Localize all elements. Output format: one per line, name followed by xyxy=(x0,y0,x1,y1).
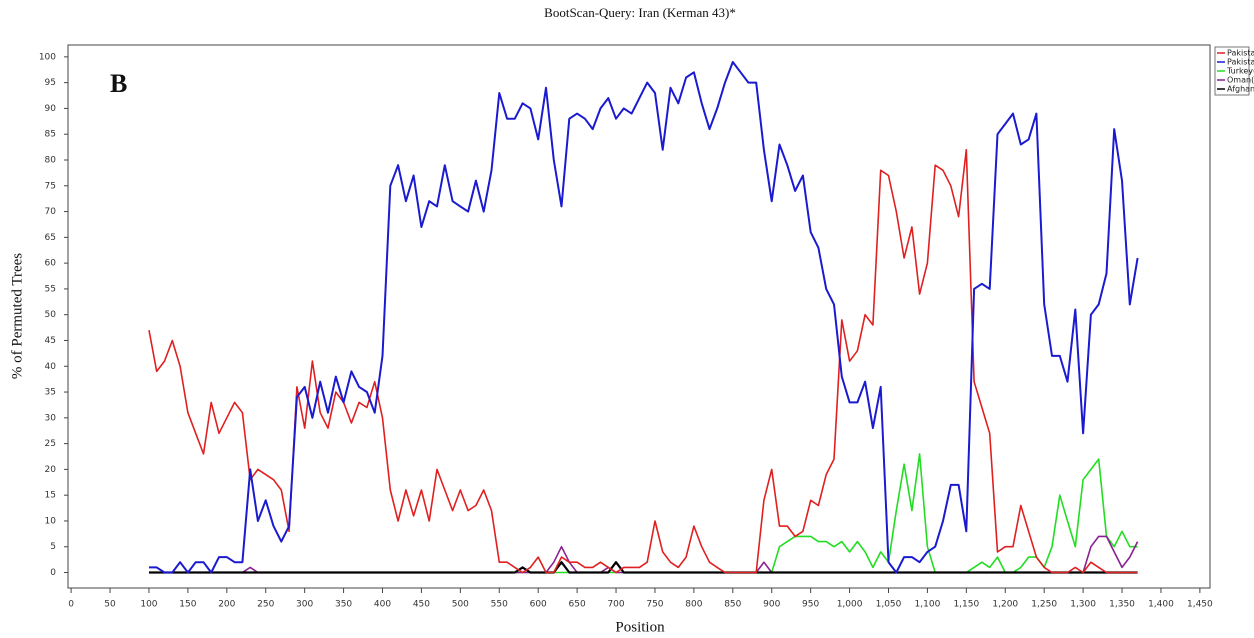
y-tick-label: 60 xyxy=(45,259,57,269)
x-tick-label: 700 xyxy=(607,600,624,610)
y-tick-label: 55 xyxy=(45,284,56,294)
x-tick-label: 650 xyxy=(569,600,586,610)
y-tick-label: 5 xyxy=(50,542,56,552)
x-tick-label: 750 xyxy=(646,600,663,610)
y-tick-label: 95 xyxy=(45,78,56,88)
x-tick-label: 1,300 xyxy=(1070,600,1096,610)
x-tick-label: 900 xyxy=(763,600,780,610)
x-tick-label: 300 xyxy=(296,600,313,610)
y-tick-label: 10 xyxy=(45,516,57,526)
y-tick-label: 90 xyxy=(45,104,57,114)
x-tick-label: 250 xyxy=(257,600,274,610)
x-axis-label: Position xyxy=(615,619,665,635)
x-tick-label: 500 xyxy=(452,600,469,610)
series-line xyxy=(149,61,1139,574)
x-tick-label: 0 xyxy=(68,600,74,610)
x-tick-label: 600 xyxy=(530,600,547,610)
x-tick-label: 100 xyxy=(140,600,157,610)
y-tick-label: 100 xyxy=(39,52,56,62)
y-tick-label: 50 xyxy=(45,310,57,320)
x-tick-label: 850 xyxy=(724,600,741,610)
x-tick-label: 950 xyxy=(802,600,819,610)
series-line xyxy=(148,148,1138,574)
y-tick-label: 85 xyxy=(45,130,56,140)
x-tick-label: 1,000 xyxy=(837,600,863,610)
x-tick-label: 150 xyxy=(179,600,196,610)
legend-label: Pakistan(Vafin) xyxy=(1227,49,1254,58)
x-tick-label: 450 xyxy=(413,600,430,610)
y-tick-label: 0 xyxy=(50,568,56,578)
x-tick-label: 50 xyxy=(104,600,116,610)
x-tick-label: 1,200 xyxy=(992,600,1018,610)
legend-label: Afghanistan(ex xyxy=(1227,85,1254,94)
panel-label: B xyxy=(110,69,127,98)
y-tick-label: 40 xyxy=(45,362,57,372)
x-tick-label: 200 xyxy=(218,600,235,610)
y-tick-label: 25 xyxy=(45,439,56,449)
series-line xyxy=(149,561,1138,574)
x-tick-label: 550 xyxy=(491,600,508,610)
y-tick-label: 15 xyxy=(45,491,56,501)
legend-label: Pakistan(SR3) xyxy=(1227,58,1254,67)
y-tick-label: 75 xyxy=(45,181,56,191)
x-tick-label: 1,400 xyxy=(1148,600,1174,610)
y-tick-label: 70 xyxy=(45,207,57,217)
y-tick-label: 80 xyxy=(45,155,57,165)
y-axis-label: % of Permuted Trees xyxy=(9,253,25,379)
x-tick-label: 1,250 xyxy=(1031,600,1057,610)
y-tick-label: 20 xyxy=(45,465,57,475)
y-tick-label: 35 xyxy=(45,388,56,398)
y-tick-label: 30 xyxy=(45,413,57,423)
x-tick-label: 400 xyxy=(374,600,391,610)
x-tick-label: 1,150 xyxy=(953,600,979,610)
legend-label: Turkey(Kalk06) xyxy=(1226,67,1254,76)
x-tick-label: 1,350 xyxy=(1109,600,1135,610)
x-tick-label: 1,100 xyxy=(915,600,941,610)
x-tick-label: 800 xyxy=(685,600,702,610)
x-tick-label: 1,450 xyxy=(1187,600,1213,610)
legend-label: Oman(Oman) xyxy=(1227,76,1254,85)
series-line xyxy=(149,453,1138,574)
plot-frame xyxy=(67,44,1211,589)
y-tick-label: 45 xyxy=(45,336,56,346)
x-tick-label: 350 xyxy=(335,600,352,610)
chart-title: BootScan-Query: Iran (Kerman 43)* xyxy=(544,5,736,20)
y-tick-label: 65 xyxy=(45,233,56,243)
x-tick-label: 1,050 xyxy=(876,600,902,610)
